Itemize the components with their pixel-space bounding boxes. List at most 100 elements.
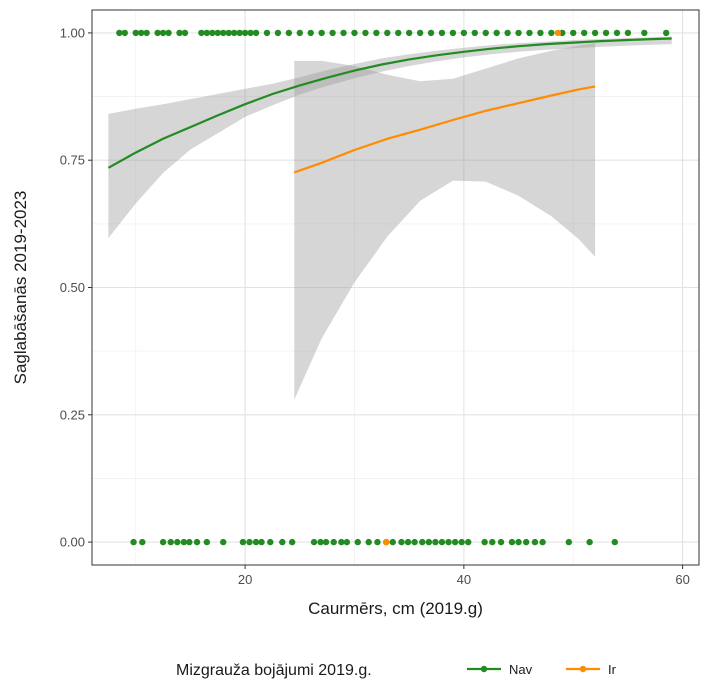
data-point-nav: [411, 538, 418, 546]
y-tick-label: 0.50: [60, 280, 85, 295]
data-point-nav: [322, 538, 330, 546]
fit-lines: [107, 37, 672, 174]
data-point-nav: [548, 29, 555, 37]
data-point-nav: [438, 538, 446, 546]
data-point-nav: [405, 29, 413, 37]
data-point-nav: [416, 29, 424, 37]
data-point-ir: [554, 29, 562, 37]
data-point-nav: [296, 29, 304, 37]
data-point-nav: [613, 29, 621, 37]
data-point-nav: [252, 29, 260, 37]
data-point-nav: [458, 538, 465, 546]
data-point-nav: [570, 29, 577, 37]
data-point-nav: [481, 538, 488, 546]
data-point-nav: [662, 29, 670, 37]
y-tick-label: 1.00: [60, 25, 85, 40]
legend-key-point-ir: [579, 665, 587, 673]
data-point-nav: [317, 538, 324, 546]
data-point-nav: [239, 538, 247, 546]
data-point-nav: [451, 538, 459, 546]
data-point-nav: [159, 29, 167, 37]
data-point-nav: [539, 538, 546, 546]
y-tick-label: 0.00: [60, 535, 85, 550]
data-point-nav: [214, 29, 221, 37]
data-point-nav: [591, 29, 599, 37]
data-point-nav: [537, 29, 544, 37]
legend-key-point-nav: [480, 665, 488, 673]
data-point-nav: [225, 29, 232, 37]
data-point-nav: [373, 29, 380, 37]
data-point-nav: [586, 538, 593, 546]
data-point-nav: [559, 29, 566, 37]
data-point-nav: [425, 538, 433, 546]
data-point-nav: [531, 538, 539, 546]
data-point-nav: [130, 538, 137, 546]
data-point-nav: [374, 538, 381, 546]
data-point-nav: [602, 29, 610, 37]
legend-label-nav: Nav: [509, 662, 533, 677]
data-point-nav: [365, 538, 372, 546]
data-point-nav: [230, 29, 238, 37]
data-point-nav: [318, 29, 325, 37]
data-point-nav: [419, 538, 426, 546]
data-point-nav: [252, 538, 260, 546]
legend: Mizgrauža bojājumi 2019.g. Nav Ir: [176, 662, 617, 679]
data-point-nav: [310, 538, 318, 546]
data-point-nav: [193, 538, 201, 546]
data-point-nav: [340, 29, 347, 37]
data-point-nav: [329, 29, 336, 37]
data-point-nav: [203, 29, 211, 37]
data-point-nav: [354, 538, 361, 546]
data-point-nav: [143, 29, 150, 37]
data-point-nav: [167, 538, 174, 546]
x-tick-label: 20: [238, 572, 252, 587]
data-points: [116, 29, 670, 546]
data-point-nav: [121, 29, 129, 37]
data-point-nav: [236, 29, 243, 37]
data-point-nav: [515, 29, 522, 37]
data-point-nav: [398, 538, 405, 546]
data-point-nav: [116, 29, 123, 37]
data-point-nav: [471, 29, 478, 37]
data-point-nav: [279, 538, 286, 546]
data-point-nav: [362, 29, 369, 37]
data-point-nav: [174, 538, 181, 546]
legend-label-ir: Ir: [608, 662, 617, 677]
axes: 20 40 60 0.00 0.25 0.50 0.75 1.00: [60, 25, 690, 587]
data-point-nav: [404, 538, 412, 546]
data-point-nav: [154, 29, 161, 37]
data-point-nav: [641, 29, 648, 37]
data-point-nav: [247, 29, 254, 37]
data-point-nav: [209, 29, 216, 37]
y-tick-label: 0.25: [60, 407, 85, 422]
y-axis-title: Saglabāšanās 2019-2023: [11, 191, 30, 385]
data-point-nav: [285, 29, 293, 37]
data-point-nav: [449, 29, 457, 37]
data-point-nav: [624, 29, 632, 37]
data-point-nav: [307, 29, 314, 37]
data-point-nav: [180, 538, 188, 546]
data-point-nav: [139, 538, 146, 546]
data-point-nav: [465, 538, 472, 546]
data-point-nav: [460, 29, 468, 37]
data-point-nav: [482, 29, 489, 37]
data-point-nav: [389, 538, 396, 546]
confidence-ribbons: [108, 36, 672, 400]
data-point-nav: [274, 29, 282, 37]
data-point-nav: [138, 29, 145, 37]
data-point-nav: [263, 29, 271, 37]
data-point-nav: [246, 538, 253, 546]
data-point-nav: [508, 538, 516, 546]
data-point-nav: [165, 29, 172, 37]
data-point-nav: [489, 538, 496, 546]
confidence-ribbon-ir: [294, 43, 596, 400]
data-point-nav: [338, 538, 345, 546]
data-point-nav: [611, 538, 618, 546]
data-point-nav: [497, 538, 505, 546]
data-point-nav: [493, 29, 500, 37]
data-point-nav: [343, 538, 351, 546]
data-point-nav: [176, 29, 183, 37]
data-point-nav: [220, 538, 227, 546]
data-point-nav: [565, 538, 573, 546]
data-point-nav: [159, 538, 167, 546]
